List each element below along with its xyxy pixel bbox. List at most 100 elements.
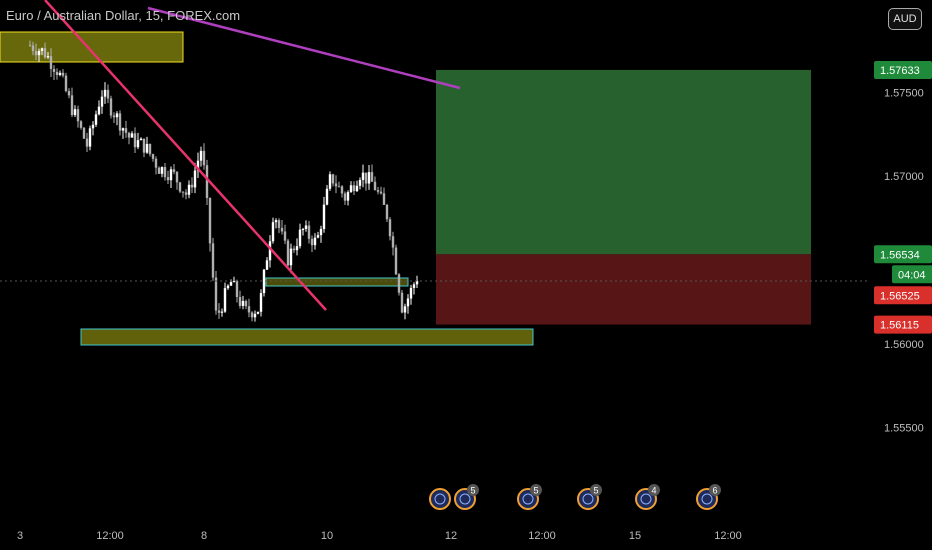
candle bbox=[130, 133, 134, 138]
candle bbox=[352, 185, 356, 192]
candle bbox=[142, 138, 146, 153]
time-axis[interactable]: 3 12:00 8 10 12 12:00 15 12:00 bbox=[17, 530, 742, 542]
event-count-badge bbox=[648, 484, 660, 496]
resistance-zone[interactable] bbox=[0, 31, 184, 63]
candle bbox=[376, 190, 380, 192]
candle bbox=[181, 191, 185, 193]
event-count-badge bbox=[530, 484, 542, 496]
candle bbox=[226, 285, 230, 289]
event-badge[interactable]: 5 bbox=[517, 484, 542, 510]
candle bbox=[313, 237, 317, 246]
candle bbox=[382, 193, 386, 205]
price-tick-label: 1.57000 bbox=[884, 171, 924, 183]
candle bbox=[178, 182, 182, 192]
candle bbox=[88, 128, 92, 147]
upper-trendline[interactable] bbox=[147, 6, 461, 90]
currency-button[interactable]: AUD bbox=[888, 8, 922, 30]
candle bbox=[208, 197, 212, 244]
loss-zone[interactable] bbox=[436, 254, 811, 325]
candle bbox=[385, 204, 389, 220]
candle bbox=[406, 298, 410, 307]
globe-icon-glyph bbox=[522, 493, 534, 505]
candle bbox=[148, 143, 152, 155]
events-row[interactable]: 5 5 5 4 6 bbox=[429, 484, 721, 510]
candle bbox=[166, 177, 170, 181]
time-tick-label: 8 bbox=[201, 530, 207, 542]
candle bbox=[118, 113, 122, 131]
candle bbox=[229, 282, 233, 286]
candle bbox=[280, 227, 284, 232]
candle bbox=[211, 243, 215, 278]
candle bbox=[325, 188, 329, 205]
candle bbox=[97, 106, 101, 115]
candle bbox=[415, 280, 419, 285]
price-tag-target[interactable] bbox=[874, 60, 932, 79]
entry-zone[interactable] bbox=[265, 277, 409, 287]
candle bbox=[346, 192, 350, 201]
candle bbox=[139, 138, 143, 141]
australia-flag-icon-glyph bbox=[434, 493, 446, 505]
candle bbox=[106, 89, 110, 99]
time-tick-label: 15 bbox=[629, 530, 641, 542]
candle bbox=[253, 313, 257, 318]
candle bbox=[328, 174, 332, 189]
price-tag-countdown[interactable] bbox=[892, 265, 932, 284]
candle bbox=[322, 204, 326, 229]
event-badge[interactable] bbox=[429, 488, 451, 510]
candle bbox=[289, 248, 293, 266]
event-badge[interactable]: 4 bbox=[635, 484, 660, 510]
profit-zone[interactable] bbox=[436, 69, 811, 255]
price-tag-bid-label: 1.56525 bbox=[880, 290, 920, 302]
candle bbox=[49, 56, 53, 69]
candle bbox=[202, 150, 206, 166]
candle bbox=[331, 174, 335, 184]
support-zone[interactable] bbox=[80, 328, 534, 346]
candle bbox=[262, 269, 266, 294]
candle bbox=[301, 228, 305, 230]
event-count: 4 bbox=[651, 486, 656, 496]
price-tag-stop[interactable] bbox=[874, 315, 932, 334]
candle bbox=[370, 172, 374, 182]
candle bbox=[310, 238, 314, 246]
candles-layer bbox=[28, 40, 419, 322]
candle bbox=[112, 115, 116, 118]
candle bbox=[187, 184, 191, 195]
drawing-layer[interactable] bbox=[0, 31, 811, 346]
candle bbox=[412, 284, 416, 288]
candle bbox=[70, 95, 74, 116]
candle bbox=[217, 310, 221, 313]
candle bbox=[379, 191, 383, 194]
candle bbox=[151, 154, 155, 159]
candle bbox=[400, 292, 404, 313]
candle bbox=[145, 143, 149, 153]
price-tick-label: 1.57500 bbox=[884, 87, 924, 99]
price-axis[interactable]: 1.57500 1.57000 1.56000 1.55500 1.57633 1.565… bbox=[874, 60, 932, 435]
event-badge[interactable]: 5 bbox=[454, 484, 479, 510]
candle bbox=[391, 236, 395, 248]
symbol-title[interactable]: Euro / Australian Dollar, 15, FOREX.com bbox=[6, 8, 241, 23]
candle bbox=[358, 179, 362, 186]
candle bbox=[214, 277, 218, 311]
trendlines-layer[interactable] bbox=[44, 0, 461, 311]
candle bbox=[91, 124, 95, 129]
candle bbox=[58, 72, 62, 76]
globe-icon-glyph bbox=[640, 493, 652, 505]
price-tag-current[interactable] bbox=[874, 245, 932, 264]
price-tag-target-label: 1.57633 bbox=[880, 65, 920, 77]
candle bbox=[304, 225, 308, 229]
candle bbox=[334, 183, 338, 187]
event-badge[interactable]: 5 bbox=[577, 484, 602, 510]
candle bbox=[67, 91, 71, 96]
downtrend-line[interactable] bbox=[44, 0, 327, 311]
price-tag-bid[interactable] bbox=[874, 286, 932, 305]
candle bbox=[205, 165, 209, 198]
candle bbox=[367, 172, 371, 184]
event-badge[interactable]: 6 bbox=[696, 484, 721, 510]
candle bbox=[103, 89, 107, 97]
candle bbox=[271, 222, 275, 242]
candle bbox=[274, 220, 278, 223]
candle bbox=[307, 225, 311, 239]
time-tick-label: 12:00 bbox=[528, 530, 556, 542]
